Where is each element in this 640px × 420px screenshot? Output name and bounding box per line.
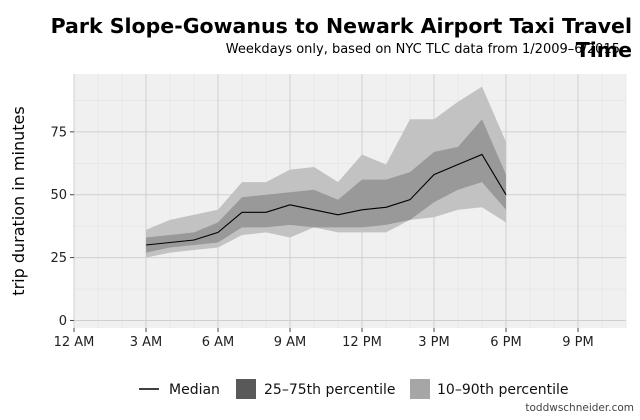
- x-tick-label: 9 AM: [274, 335, 307, 350]
- x-tick-label: 3 AM: [130, 335, 163, 350]
- x-tick-label: 6 AM: [202, 335, 235, 350]
- credit-text: toddwschneider.com: [525, 402, 634, 414]
- x-tick-label: 9 PM: [562, 335, 593, 350]
- legend: Median 25–75th percentile 10–90th percenti…: [139, 379, 568, 399]
- median-layer: [145, 153, 507, 246]
- chart-title: Park Slope-Gowanus to Newark Airport Tax…: [50, 14, 632, 62]
- y-tick-label: 50: [50, 188, 67, 203]
- legend-10-90-swatch: [410, 379, 430, 399]
- y-tick-label: 75: [50, 125, 67, 140]
- legend-median-label: Median: [169, 382, 220, 398]
- percentile-bands: [146, 86, 506, 258]
- y-tick-label: 0: [59, 314, 67, 329]
- x-tick-label: 12 PM: [342, 335, 382, 350]
- x-tick-label: 6 PM: [490, 335, 521, 350]
- legend-10-90-label: 10–90th percentile: [437, 382, 568, 398]
- axes: 12 AM 3 AM 6 AM 9 AM 12 PM 3 PM 6 PM 9 PM 0 25 50 7…: [50, 125, 593, 350]
- y-axis-label: trip duration in minutes: [9, 106, 28, 295]
- legend-25-75-label: 25–75th percentile: [264, 382, 395, 398]
- chart-subtitle: Weekdays only, based on NYC TLC data fro…: [225, 42, 620, 57]
- median-line: [145, 153, 507, 246]
- legend-25-75-swatch: [236, 379, 256, 399]
- band-25-75-percentile: [146, 119, 506, 253]
- x-tick-label: 3 PM: [418, 335, 449, 350]
- grid-lines: [73, 74, 627, 328]
- y-tick-label: 25: [50, 251, 67, 266]
- x-tick-label: 12 AM: [54, 335, 95, 350]
